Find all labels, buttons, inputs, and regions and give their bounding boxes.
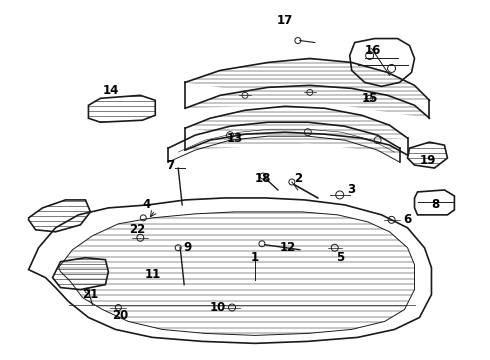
Text: 15: 15 [362,92,378,105]
Text: 21: 21 [82,288,98,301]
Text: 7: 7 [166,158,174,172]
Text: 5: 5 [336,251,344,264]
PathPatch shape [185,58,429,118]
PathPatch shape [58,212,415,336]
Text: 17: 17 [277,14,293,27]
PathPatch shape [408,142,447,168]
PathPatch shape [52,258,108,289]
Text: 11: 11 [145,268,161,281]
Text: 1: 1 [251,251,259,264]
Text: 13: 13 [227,132,243,145]
Text: 14: 14 [102,84,119,97]
Text: 20: 20 [112,309,128,322]
Text: 3: 3 [347,184,356,197]
PathPatch shape [28,200,91,232]
Text: 10: 10 [210,301,226,314]
Text: 12: 12 [280,241,296,254]
PathPatch shape [89,95,155,122]
Text: 18: 18 [255,171,271,185]
Text: 4: 4 [142,198,150,211]
Text: 6: 6 [403,213,412,226]
Text: 9: 9 [183,241,191,254]
Text: 22: 22 [129,223,146,236]
Text: 19: 19 [419,154,436,167]
Text: 8: 8 [431,198,440,211]
Text: 16: 16 [365,44,381,57]
PathPatch shape [185,106,408,155]
Text: 2: 2 [294,171,302,185]
